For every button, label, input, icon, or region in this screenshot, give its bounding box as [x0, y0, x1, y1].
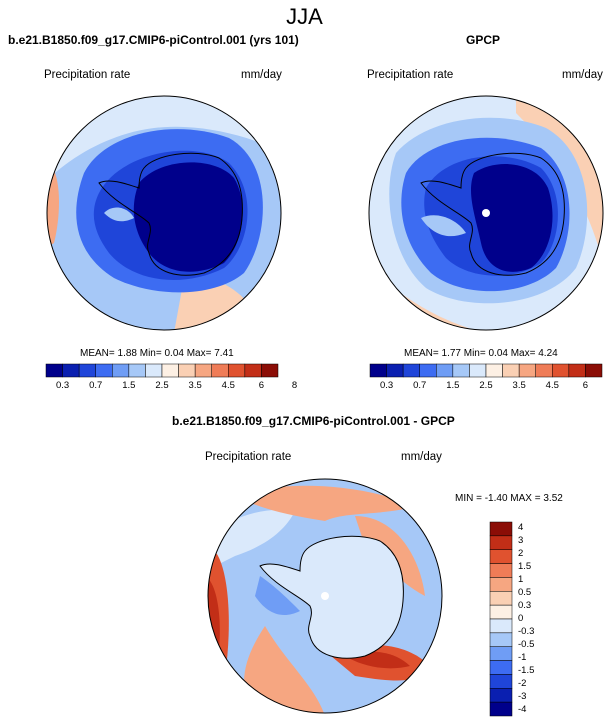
colorbar-tick-label: 4.5 — [221, 380, 235, 391]
colorbar-swatch — [518, 363, 536, 378]
colorbar-swatch — [369, 363, 387, 378]
diff-panel-title: b.e21.B1850.f09_g17.CMIP6-piControl.001 … — [172, 414, 455, 428]
diff-map — [207, 478, 443, 714]
pole-marker — [321, 592, 329, 600]
colorbar-swatch — [489, 521, 513, 537]
colorbar-swatch — [469, 363, 487, 378]
colorbar-tick-label: 0.3 — [55, 380, 70, 391]
colorbar-swatch — [489, 632, 513, 647]
pole-marker — [482, 209, 490, 217]
diff-variable-label: Precipitation rate — [205, 451, 292, 463]
colorbar-tick-label: 0.5 — [518, 587, 532, 599]
model-map — [46, 95, 282, 331]
colorbar-tick-label: 3.5 — [188, 380, 202, 391]
colorbar-swatch — [489, 701, 513, 717]
colorbar-swatch — [489, 535, 513, 550]
colorbar-tick-label: 3 — [518, 535, 524, 547]
colorbar-swatch — [436, 363, 454, 378]
colorbar-swatch — [489, 688, 513, 703]
model-colorbar-labels: 0.3 0.7 1.5 2.5 3.5 4.5 6 8 — [46, 380, 297, 394]
colorbar-swatch — [62, 363, 80, 378]
diff-stats: MIN = -1.40 MAX = 3.52 — [455, 493, 563, 504]
colorbar-swatch — [552, 363, 570, 378]
colorbar-swatch — [386, 363, 404, 378]
colorbar-tick-label: 6 — [258, 380, 265, 391]
colorbar-tick-label: 4.5 — [545, 380, 559, 391]
colorbar-tick-label: -1.5 — [518, 664, 535, 676]
colorbar-tick-label: -2 — [518, 677, 527, 689]
colorbar-tick-label: 1 — [518, 574, 524, 586]
colorbar-swatch — [502, 363, 520, 378]
colorbar-swatch — [485, 363, 503, 378]
page-title: JJA — [286, 4, 323, 29]
obs-units-label: mm/day — [562, 69, 603, 81]
colorbar-swatch — [489, 577, 513, 592]
colorbar-swatch — [489, 660, 513, 675]
colorbar-swatch — [489, 618, 513, 634]
colorbar-tick-label: 2 — [518, 548, 524, 560]
colorbar-swatch — [211, 363, 229, 378]
colorbar-tick-label: 0 — [518, 613, 524, 624]
obs-colorbar — [369, 363, 603, 378]
obs-variable-label: Precipitation rate — [367, 69, 454, 81]
colorbar-swatch — [112, 363, 130, 378]
colorbar-swatch — [489, 563, 513, 578]
colorbar-swatch — [585, 363, 603, 378]
colorbar-tick-label: -3 — [518, 690, 527, 702]
colorbar-tick-label: -0.3 — [518, 625, 535, 637]
diff-colorbar — [489, 521, 513, 717]
colorbar-tick-label: -1 — [518, 651, 527, 663]
colorbar-tick-label: 2.5 — [479, 380, 493, 391]
colorbar-tick-label: 1.5 — [446, 380, 460, 391]
colorbar-tick-label: 0.7 — [413, 380, 427, 391]
colorbar-swatch — [402, 363, 420, 378]
obs-colorbar-labels: 0.30.71.52.53.54.568 — [370, 380, 602, 394]
colorbar-swatch — [128, 363, 146, 378]
colorbar-swatch — [261, 363, 279, 378]
obs-stats: MEAN= 1.77 Min= 0.04 Max= 4.24 — [404, 348, 558, 359]
model-stats: MEAN= 1.88 Min= 0.04 Max= 7.41 — [80, 348, 234, 359]
colorbar-swatch — [452, 363, 470, 378]
colorbar-tick-label: 1.5 — [518, 561, 532, 573]
colorbar-tick-label: 8 — [604, 380, 609, 391]
colorbar-swatch — [45, 363, 63, 378]
colorbar-swatch — [95, 363, 113, 378]
colorbar-tick-label: 0.3 — [379, 380, 394, 391]
colorbar-swatch — [489, 604, 513, 620]
model-variable-label: Precipitation rate — [44, 69, 131, 81]
colorbar-tick-label: 3.5 — [512, 380, 526, 391]
obs-map — [368, 95, 604, 331]
colorbar-swatch — [535, 363, 553, 378]
colorbar-tick-label: 1.5 — [122, 380, 136, 391]
colorbar-tick-label: -0.5 — [518, 638, 535, 650]
colorbar-swatch — [145, 363, 163, 378]
model-colorbar — [45, 363, 279, 378]
colorbar-tick-label: 8 — [291, 380, 298, 391]
model-panel-title: b.e21.B1850.f09_g17.CMIP6-piControl.001 … — [8, 33, 299, 47]
colorbar-swatch — [228, 363, 246, 378]
colorbar-tick-label: 0.7 — [89, 380, 103, 391]
colorbar-tick-label: 6 — [582, 380, 589, 391]
colorbar-swatch — [178, 363, 196, 378]
colorbar-tick-label: 0.3 — [518, 600, 532, 612]
colorbar-tick-label: 2.5 — [155, 380, 169, 391]
colorbar-swatch — [489, 674, 513, 689]
colorbar-swatch — [161, 363, 179, 378]
colorbar-swatch — [489, 591, 513, 606]
colorbar-tick-label: -4 — [518, 703, 527, 715]
colorbar-swatch — [244, 363, 262, 378]
diff-units-label: mm/day — [401, 451, 442, 463]
colorbar-swatch — [489, 549, 513, 564]
colorbar-tick-label: 4 — [518, 522, 524, 534]
colorbar-swatch — [78, 363, 96, 378]
colorbar-swatch — [419, 363, 437, 378]
colorbar-swatch — [194, 363, 212, 378]
obs-panel-title: GPCP — [466, 33, 501, 47]
colorbar-swatch — [489, 646, 513, 661]
diff-colorbar-labels: 4 3 2 1.5 1 0.5 0.3 0 -0.3 -0.5 -1 -1.5 -2 -3 -4 — [518, 522, 558, 716]
colorbar-swatch — [568, 363, 586, 378]
model-units-label: mm/day — [241, 69, 282, 81]
